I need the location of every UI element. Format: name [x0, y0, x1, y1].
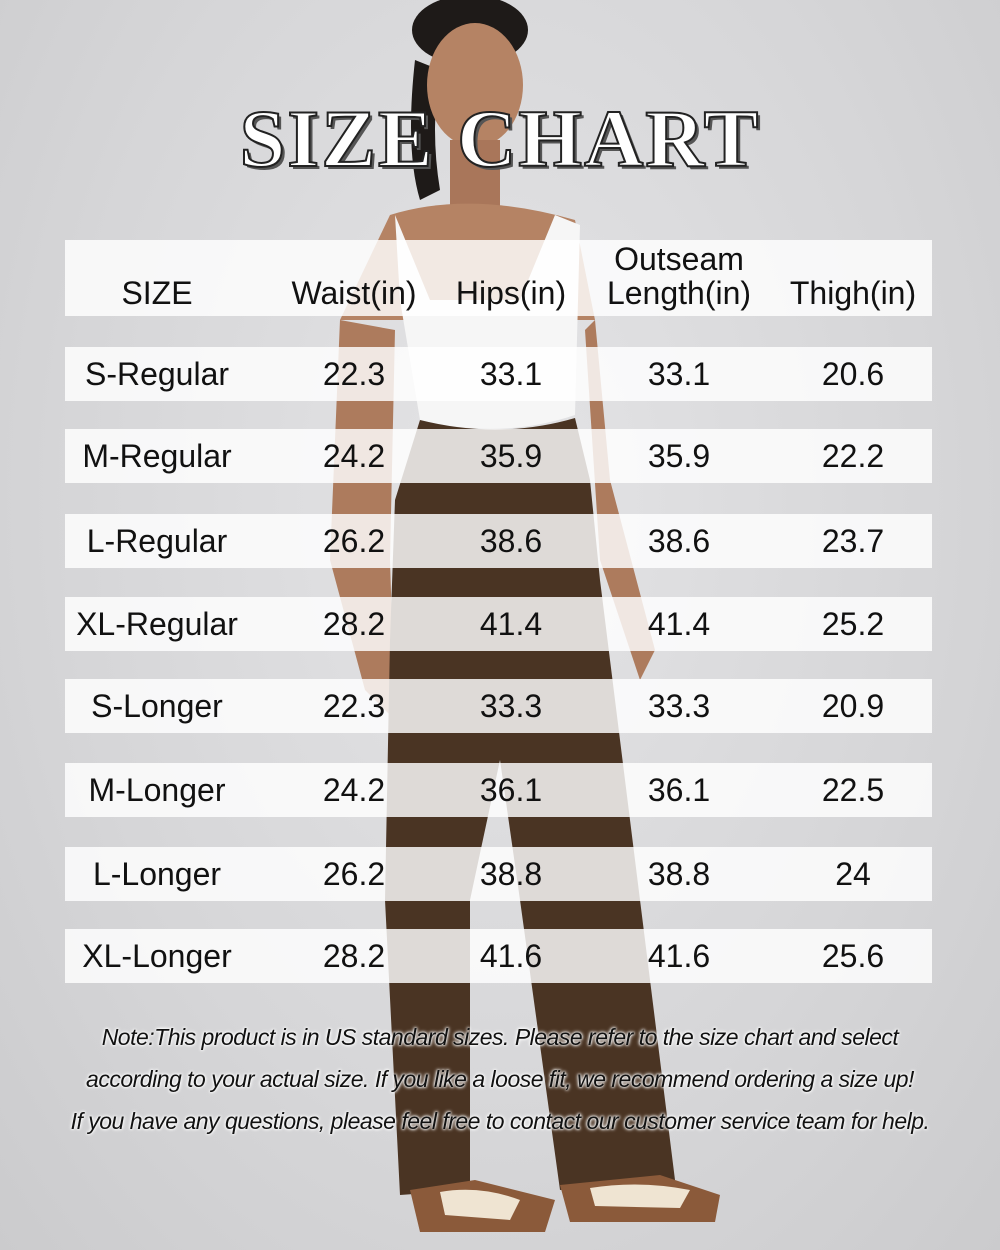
cell-size: M-Longer [88, 772, 226, 808]
header-size: SIZE [121, 275, 193, 311]
cell-waist: 28.2 [322, 938, 386, 974]
header-waist: Waist(in) [291, 275, 417, 311]
cell-hips: 41.4 [479, 606, 543, 642]
cell-thigh: 23.7 [821, 523, 885, 559]
cell-thigh: 20.9 [821, 688, 885, 724]
cell-outseam: 41.4 [647, 606, 711, 642]
cell-outseam: 33.1 [647, 356, 711, 392]
table-row: XL-Regular 28.2 41.4 41.4 25.2 [65, 597, 932, 651]
header-outseam: Outseam Length(in) [606, 241, 752, 311]
cell-thigh: 22.5 [821, 772, 885, 808]
cell-size: S-Regular [84, 356, 230, 392]
cell-size: XL-Regular [76, 606, 238, 642]
cell-thigh: 24 [835, 856, 871, 892]
page-title: SIZE CHART [239, 92, 761, 185]
cell-size: M-Regular [82, 438, 232, 474]
table-row: M-Longer 24.2 36.1 36.1 22.5 [65, 763, 932, 817]
cell-size: L-Longer [92, 856, 222, 892]
cell-waist: 22.3 [322, 356, 386, 392]
cell-outseam: 33.3 [647, 688, 711, 724]
table-row: XL-Longer 28.2 41.6 41.6 25.6 [65, 929, 932, 983]
cell-outseam: 38.6 [647, 523, 711, 559]
cell-outseam: 36.1 [647, 772, 711, 808]
cell-hips: 38.6 [479, 523, 543, 559]
table-row: L-Regular 26.2 38.6 38.6 23.7 [65, 514, 932, 568]
cell-thigh: 25.2 [821, 606, 885, 642]
cell-waist: 26.2 [322, 856, 386, 892]
cell-hips: 33.3 [479, 688, 543, 724]
table-row: L-Longer 26.2 38.8 38.8 24 [65, 847, 932, 901]
cell-outseam: 41.6 [647, 938, 711, 974]
cell-thigh: 20.6 [821, 356, 885, 392]
cell-size: S-Longer [91, 688, 223, 724]
cell-hips: 38.8 [479, 856, 543, 892]
cell-outseam: 38.8 [647, 856, 711, 892]
table-row: M-Regular 24.2 35.9 35.9 22.2 [65, 429, 932, 483]
cell-waist: 28.2 [322, 606, 386, 642]
cell-hips: 41.6 [479, 938, 543, 974]
header-thigh: Thigh(in) [789, 275, 917, 311]
note-line-3: If you have any questions, please feel f… [70, 1108, 930, 1134]
cell-waist: 24.2 [322, 772, 386, 808]
cell-hips: 33.1 [479, 356, 543, 392]
cell-hips: 35.9 [479, 438, 543, 474]
header-hips: Hips(in) [455, 275, 567, 311]
cell-size: L-Regular [86, 523, 228, 559]
cell-waist: 24.2 [322, 438, 386, 474]
cell-hips: 36.1 [479, 772, 543, 808]
cell-outseam: 35.9 [647, 438, 711, 474]
cell-waist: 26.2 [322, 523, 386, 559]
cell-thigh: 22.2 [821, 438, 885, 474]
cell-waist: 22.3 [322, 688, 386, 724]
table-row: S-Regular 22.3 33.1 33.1 20.6 [65, 347, 932, 401]
note-line-1: Note:This product is in US standard size… [101, 1024, 899, 1050]
note-line-2: according to your actual size. If you li… [86, 1066, 914, 1092]
table-row: S-Longer 22.3 33.3 33.3 20.9 [65, 679, 932, 733]
cell-size: XL-Longer [82, 938, 232, 974]
cell-thigh: 25.6 [821, 938, 885, 974]
table-header: SIZE Waist(in) Hips(in) Outseam Length(i… [65, 240, 932, 316]
